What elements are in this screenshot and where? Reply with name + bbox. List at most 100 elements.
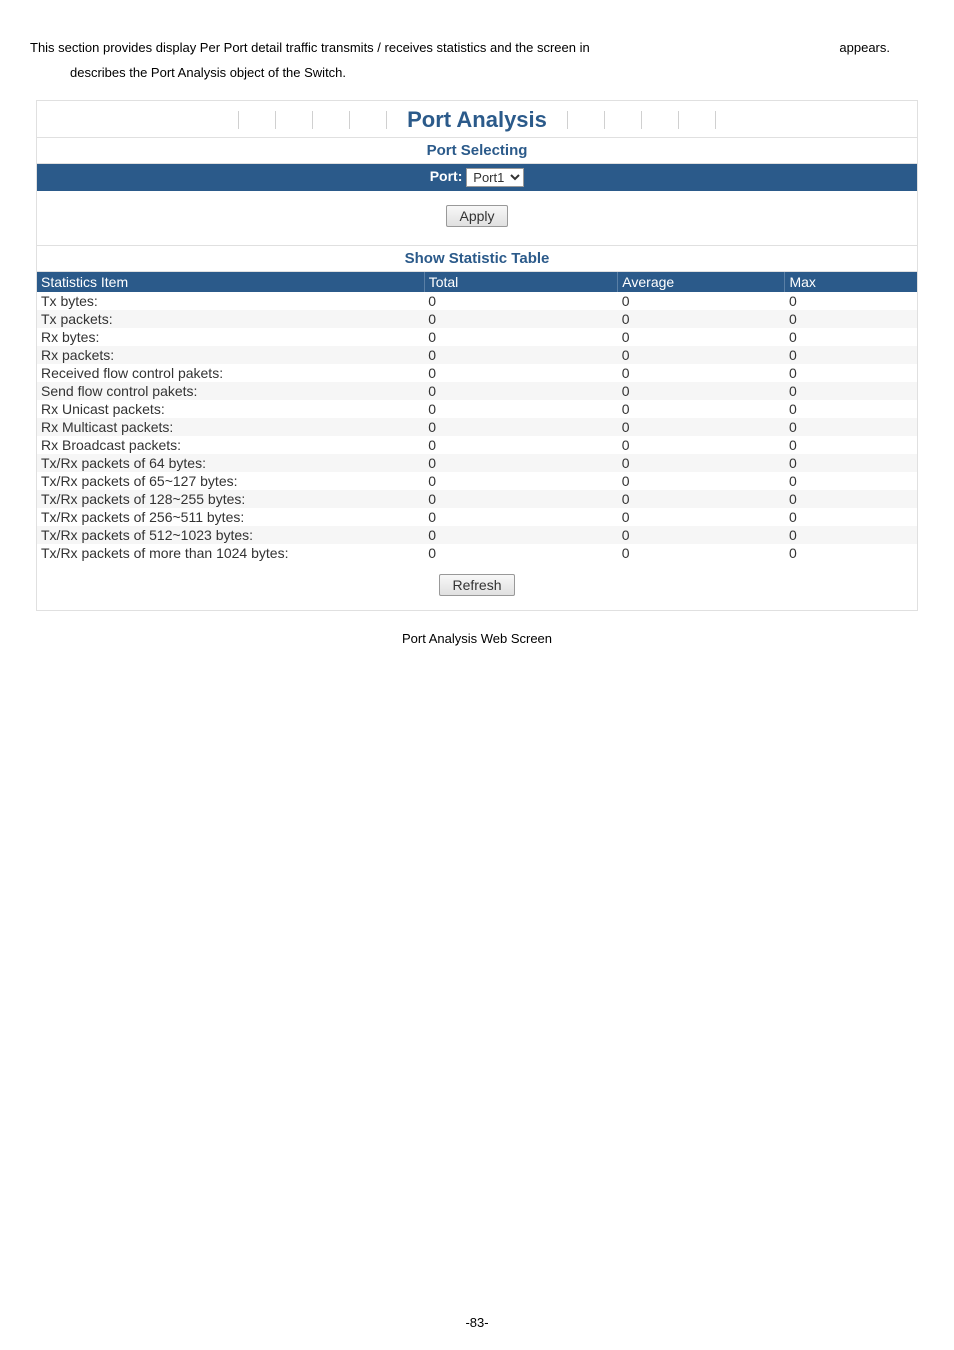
apply-row: Apply	[37, 191, 917, 246]
cell-avg: 0	[618, 328, 785, 346]
port-analysis-panel: Port Analysis Port Selecting Port: Port1…	[36, 100, 918, 611]
col-total: Total	[424, 272, 618, 292]
cell-total: 0	[424, 310, 618, 328]
cell-total: 0	[424, 364, 618, 382]
table-row: Tx/Rx packets of 128~255 bytes:000	[37, 490, 917, 508]
refresh-button[interactable]: Refresh	[439, 574, 514, 596]
cell-item: Tx packets:	[37, 310, 424, 328]
cell-avg: 0	[618, 310, 785, 328]
table-row: Rx Broadcast packets:000	[37, 436, 917, 454]
cell-total: 0	[424, 292, 618, 310]
cell-total: 0	[424, 436, 618, 454]
table-row: Rx bytes:000	[37, 328, 917, 346]
cell-avg: 0	[618, 490, 785, 508]
cell-max: 0	[785, 418, 917, 436]
cell-total: 0	[424, 400, 618, 418]
col-max: Max	[785, 272, 917, 292]
cell-max: 0	[785, 544, 917, 562]
cell-item: Tx bytes:	[37, 292, 424, 310]
show-statistic-title: Show Statistic Table	[37, 246, 917, 272]
statistics-table: Statistics Item Total Average Max Tx byt…	[37, 272, 917, 562]
cell-max: 0	[785, 310, 917, 328]
port-select[interactable]: Port1	[466, 168, 524, 187]
cell-avg: 0	[618, 292, 785, 310]
cell-avg: 0	[618, 526, 785, 544]
cell-avg: 0	[618, 436, 785, 454]
table-row: Rx packets:000	[37, 346, 917, 364]
cell-avg: 0	[618, 364, 785, 382]
cell-total: 0	[424, 382, 618, 400]
cell-item: Send flow control pakets:	[37, 382, 424, 400]
cell-avg: 0	[618, 346, 785, 364]
cell-max: 0	[785, 490, 917, 508]
main-title-row: Port Analysis	[37, 100, 917, 138]
cell-total: 0	[424, 418, 618, 436]
cell-item: Rx Multicast packets:	[37, 418, 424, 436]
cell-total: 0	[424, 328, 618, 346]
table-row: Received flow control pakets:000	[37, 364, 917, 382]
cell-avg: 0	[618, 472, 785, 490]
cell-avg: 0	[618, 454, 785, 472]
cell-avg: 0	[618, 382, 785, 400]
cell-avg: 0	[618, 508, 785, 526]
left-ticks	[238, 111, 387, 129]
right-ticks	[567, 111, 716, 129]
table-row: Tx packets:000	[37, 310, 917, 328]
cell-item: Tx/Rx packets of 512~1023 bytes:	[37, 526, 424, 544]
table-row: Rx Multicast packets:000	[37, 418, 917, 436]
table-row: Tx/Rx packets of 64 bytes:000	[37, 454, 917, 472]
table-row: Tx/Rx packets of more than 1024 bytes:00…	[37, 544, 917, 562]
refresh-row: Refresh	[37, 562, 917, 610]
cell-total: 0	[424, 526, 618, 544]
cell-item: Rx Broadcast packets:	[37, 436, 424, 454]
col-average: Average	[618, 272, 785, 292]
cell-max: 0	[785, 436, 917, 454]
cell-max: 0	[785, 328, 917, 346]
cell-avg: 0	[618, 400, 785, 418]
cell-max: 0	[785, 454, 917, 472]
cell-max: 0	[785, 382, 917, 400]
cell-total: 0	[424, 544, 618, 562]
cell-total: 0	[424, 490, 618, 508]
cell-max: 0	[785, 526, 917, 544]
cell-item: Rx bytes:	[37, 328, 424, 346]
col-statistics-item: Statistics Item	[37, 272, 424, 292]
table-row: Tx/Rx packets of 65~127 bytes:000	[37, 472, 917, 490]
figure-caption: Port Analysis Web Screen	[30, 631, 924, 646]
cell-total: 0	[424, 454, 618, 472]
table-row: Rx Unicast packets:000	[37, 400, 917, 418]
cell-max: 0	[785, 508, 917, 526]
intro-left: This section provides display Per Port d…	[30, 40, 590, 55]
intro-right: appears.	[839, 40, 890, 55]
cell-item: Rx Unicast packets:	[37, 400, 424, 418]
cell-item: Tx/Rx packets of 65~127 bytes:	[37, 472, 424, 490]
table-row: Tx/Rx packets of 256~511 bytes:000	[37, 508, 917, 526]
cell-item: Rx packets:	[37, 346, 424, 364]
port-selecting-title: Port Selecting	[37, 138, 917, 164]
table-header-row: Statistics Item Total Average Max	[37, 272, 917, 292]
cell-max: 0	[785, 346, 917, 364]
cell-max: 0	[785, 292, 917, 310]
cell-total: 0	[424, 508, 618, 526]
port-label: Port:	[430, 168, 463, 184]
main-title: Port Analysis	[407, 107, 547, 133]
cell-total: 0	[424, 346, 618, 364]
cell-item: Tx/Rx packets of 128~255 bytes:	[37, 490, 424, 508]
cell-item: Tx/Rx packets of 64 bytes:	[37, 454, 424, 472]
intro-line2: describes the Port Analysis object of th…	[30, 65, 924, 80]
port-select-row: Port: Port1	[37, 164, 917, 191]
cell-item: Tx/Rx packets of 256~511 bytes:	[37, 508, 424, 526]
cell-item: Received flow control pakets:	[37, 364, 424, 382]
cell-item: Tx/Rx packets of more than 1024 bytes:	[37, 544, 424, 562]
intro-line1: This section provides display Per Port d…	[30, 40, 890, 55]
apply-button[interactable]: Apply	[446, 205, 507, 227]
table-row: Tx/Rx packets of 512~1023 bytes:000	[37, 526, 917, 544]
table-row: Send flow control pakets:000	[37, 382, 917, 400]
cell-avg: 0	[618, 544, 785, 562]
page-number: -83-	[0, 1315, 954, 1330]
cell-max: 0	[785, 400, 917, 418]
cell-max: 0	[785, 364, 917, 382]
table-row: Tx bytes:000	[37, 292, 917, 310]
cell-max: 0	[785, 472, 917, 490]
cell-total: 0	[424, 472, 618, 490]
